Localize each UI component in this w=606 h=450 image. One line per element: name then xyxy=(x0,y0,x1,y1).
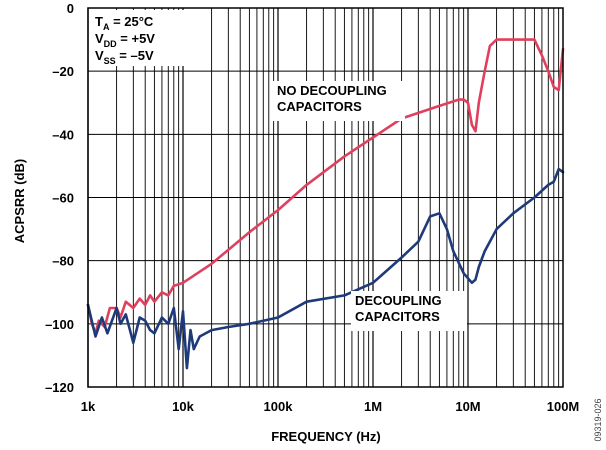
series-layer xyxy=(86,38,565,370)
condition-text: VSS = –5V xyxy=(95,48,154,66)
annotation-text: DECOUPLING xyxy=(355,293,442,308)
annotation-background xyxy=(351,291,467,331)
x-tick-label: 100M xyxy=(547,399,580,414)
annotation-text: CAPACITORS xyxy=(355,309,440,324)
y-axis-title: ACPSRR (dB) xyxy=(12,159,27,244)
series-line xyxy=(86,167,565,370)
x-tick-label: 100k xyxy=(264,399,294,414)
x-tick-label: 1M xyxy=(364,399,382,414)
y-tick-label: –60 xyxy=(52,191,74,206)
x-tick-label: 1k xyxy=(81,399,96,414)
condition-text: VDD = +5V xyxy=(95,31,155,49)
x-axis-title: FREQUENCY (Hz) xyxy=(271,429,381,444)
y-tick-label: –40 xyxy=(52,127,74,142)
condition-text: TA = 25°C xyxy=(95,14,154,32)
x-tick-label: 10k xyxy=(172,399,194,414)
curve-annotations: NO DECOUPLINGCAPACITORSDECOUPLINGCAPACIT… xyxy=(273,81,467,331)
annotation-background xyxy=(273,81,405,121)
figure-id: 09319-026 xyxy=(593,398,603,441)
y-tick-label: –120 xyxy=(45,380,74,395)
y-tick-label: –100 xyxy=(45,317,74,332)
x-tick-label: 10M xyxy=(455,399,480,414)
conditions-background xyxy=(90,10,188,66)
y-tick-label: –80 xyxy=(52,254,74,269)
plot-frame xyxy=(87,7,564,388)
annotation-text: NO DECOUPLING xyxy=(277,83,387,98)
tick-labels: 1k 10k 100k 1M 10M 100M 0 –20 –40 –60 –80 –100 –120 xyxy=(45,1,579,414)
annotation-text: CAPACITORS xyxy=(277,99,362,114)
y-tick-label: 0 xyxy=(67,1,74,16)
y-tick-label: –20 xyxy=(52,64,74,79)
